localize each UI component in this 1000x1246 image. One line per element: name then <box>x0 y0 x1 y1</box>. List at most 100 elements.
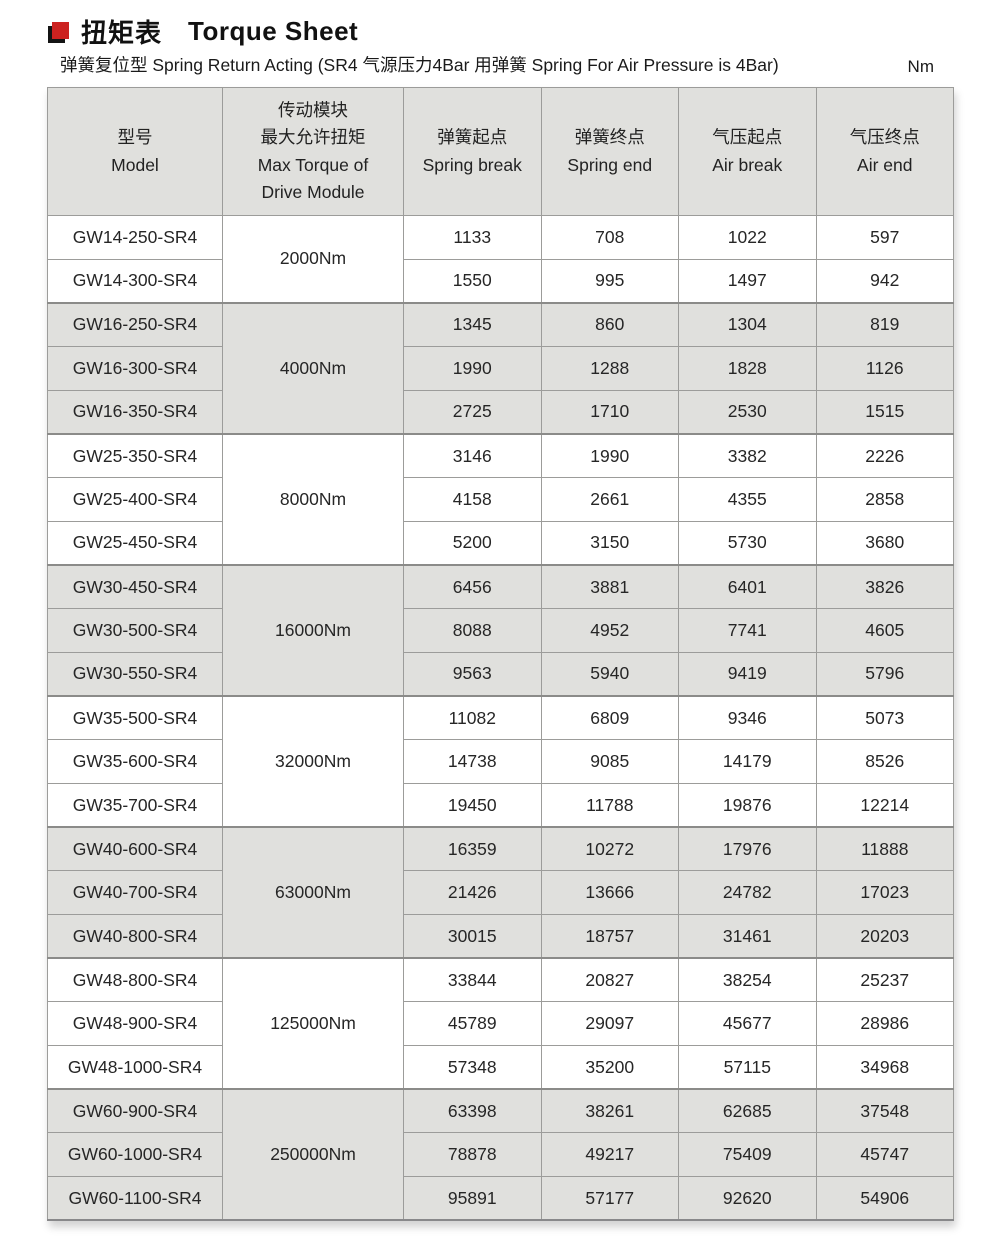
unit-label: Nm <box>907 57 934 76</box>
spring-end-cell: 35200 <box>540 1045 679 1090</box>
max-torque-cell: 32000Nm <box>222 695 404 828</box>
table-row: GW25-400-SR4 4158 2661 4355 2858 <box>47 477 954 522</box>
table-row: GW40-600-SR4 63000Nm 16359 10272 17976 11888 <box>47 826 954 959</box>
air-end-cell: 5796 <box>815 651 954 697</box>
page-title: 扭矩表 Torque Sheet <box>0 0 1000 48</box>
spring-break-cell: 9563 <box>403 651 542 697</box>
spring-break-cell: 11082 <box>403 695 542 741</box>
air-break-cell: 2530 <box>678 389 817 435</box>
air-end-cell: 3826 <box>815 564 954 610</box>
header-max-torque: 传动模块 最大允许扭矩 Max Torque of Drive Module <box>222 87 404 216</box>
header-air-break: 气压起点 Air break <box>678 87 817 216</box>
table-row: GW16-300-SR4 1990 1288 1828 1126 <box>47 346 954 391</box>
spring-end-cell: 49217 <box>540 1132 679 1178</box>
spring-break-cell: 2725 <box>403 389 542 435</box>
spring-end-cell: 18757 <box>540 914 679 959</box>
model-cell: GW16-350-SR4 <box>47 389 223 435</box>
air-break-cell: 38254 <box>678 957 817 1003</box>
air-break-cell: 24782 <box>678 870 817 915</box>
model-cell: GW30-550-SR4 <box>47 651 223 697</box>
spring-end-cell: 5940 <box>540 651 679 697</box>
spring-end-cell: 3881 <box>540 564 679 610</box>
max-torque-cell: 4000Nm <box>222 301 404 435</box>
air-break-cell: 9419 <box>678 651 817 697</box>
model-cell: GW60-1000-SR4 <box>47 1132 223 1178</box>
air-end-cell: 597 <box>815 215 954 260</box>
table-row: GW40-700-SR4 21426 13666 24782 17023 <box>47 870 954 915</box>
spring-break-cell: 6456 <box>403 564 542 610</box>
spring-break-cell: 1345 <box>403 301 542 348</box>
spring-break-cell: 57348 <box>403 1045 542 1090</box>
air-end-cell: 54906 <box>815 1176 954 1221</box>
model-cell: GW14-250-SR4 <box>47 215 223 260</box>
model-cell: GW25-450-SR4 <box>47 520 223 566</box>
table-row: GW60-900-SR4 250000Nm 63398 38261 62685 37548 <box>47 1088 954 1221</box>
air-end-cell: 819 <box>815 301 954 348</box>
torque-table: 型号 Model 传动模块 最大允许扭矩 Max Torque of Drive… <box>47 87 954 1222</box>
air-end-cell: 11888 <box>815 826 954 872</box>
spring-end-cell: 20827 <box>540 957 679 1003</box>
model-cell: GW40-800-SR4 <box>47 914 223 959</box>
model-cell: GW40-600-SR4 <box>47 826 223 872</box>
model-cell: GW25-400-SR4 <box>47 477 223 522</box>
model-cell: GW30-500-SR4 <box>47 608 223 653</box>
spring-end-cell: 4952 <box>540 608 679 653</box>
model-cell: GW14-300-SR4 <box>47 258 223 304</box>
spring-break-cell: 19450 <box>403 782 542 828</box>
table-row: GW35-600-SR4 14738 9085 14179 8526 <box>47 739 954 784</box>
spring-break-cell: 45789 <box>403 1001 542 1047</box>
air-end-cell: 5073 <box>815 695 954 741</box>
air-break-cell: 3382 <box>678 432 817 479</box>
spring-break-cell: 30015 <box>403 914 542 959</box>
subtitle-row: 弹簧复位型 Spring Return Acting (SR4 气源压力4Bar… <box>60 52 952 77</box>
air-break-cell: 45677 <box>678 1001 817 1047</box>
table-row: GW25-450-SR4 5200 3150 5730 3680 <box>47 520 954 566</box>
air-end-cell: 17023 <box>815 870 954 915</box>
table-row: GW40-800-SR4 30015 18757 31461 20203 <box>47 914 954 959</box>
spring-end-cell: 708 <box>540 215 679 260</box>
table-row: GW35-500-SR4 32000Nm 11082 6809 9346 5073 <box>47 695 954 828</box>
page-title-zh: 扭矩表 <box>81 17 163 48</box>
max-torque-cell: 2000Nm <box>222 214 404 304</box>
model-cell: GW16-300-SR4 <box>47 346 223 391</box>
page-title-en: Torque Sheet <box>188 15 359 46</box>
model-cell: GW35-500-SR4 <box>47 695 223 741</box>
air-end-cell: 942 <box>815 258 954 304</box>
table-row: GW30-450-SR4 16000Nm 6456 3881 6401 3826 <box>47 563 954 697</box>
model-cell: GW35-600-SR4 <box>47 739 223 784</box>
air-break-cell: 4355 <box>678 477 817 522</box>
table-row: GW35-700-SR4 19450 11788 19876 12214 <box>47 782 954 828</box>
spring-end-cell: 10272 <box>540 826 679 872</box>
air-break-cell: 31461 <box>678 914 817 959</box>
air-end-cell: 25237 <box>815 957 954 1003</box>
table-header: 型号 Model 传动模块 最大允许扭矩 Max Torque of Drive… <box>47 87 954 216</box>
spring-end-cell: 1710 <box>540 389 679 435</box>
table-body: GW14-250-SR4 2000Nm 1133 708 1022 597 GW14-300… <box>47 214 954 1221</box>
spring-break-cell: 63398 <box>403 1088 542 1134</box>
air-end-cell: 20203 <box>815 914 954 959</box>
table-row: GW16-250-SR4 4000Nm 1345 860 1304 819 <box>47 301 954 435</box>
max-torque-cell: 250000Nm <box>222 1088 404 1221</box>
table-row: GW60-1100-SR4 95891 57177 92620 54906 <box>47 1176 954 1221</box>
air-break-cell: 7741 <box>678 608 817 653</box>
spring-break-cell: 16359 <box>403 826 542 872</box>
spring-break-cell: 33844 <box>403 957 542 1003</box>
max-torque-cell: 16000Nm <box>222 563 404 697</box>
header-model: 型号 Model <box>47 87 223 216</box>
table-row: GW16-350-SR4 2725 1710 2530 1515 <box>47 389 954 435</box>
air-break-cell: 1304 <box>678 301 817 348</box>
table-row: GW48-1000-SR4 57348 35200 57115 34968 <box>47 1045 954 1090</box>
spring-end-cell: 9085 <box>540 739 679 784</box>
spring-break-cell: 1133 <box>403 215 542 260</box>
air-end-cell: 3680 <box>815 520 954 566</box>
air-end-cell: 34968 <box>815 1045 954 1090</box>
air-break-cell: 9346 <box>678 695 817 741</box>
model-cell: GW48-900-SR4 <box>47 1001 223 1047</box>
table-row: GW30-550-SR4 9563 5940 9419 5796 <box>47 651 954 697</box>
air-end-cell: 28986 <box>815 1001 954 1047</box>
spring-break-cell: 78878 <box>403 1132 542 1178</box>
spring-end-cell: 11788 <box>540 782 679 828</box>
table-row: GW30-500-SR4 8088 4952 7741 4605 <box>47 608 954 653</box>
air-break-cell: 1497 <box>678 258 817 304</box>
